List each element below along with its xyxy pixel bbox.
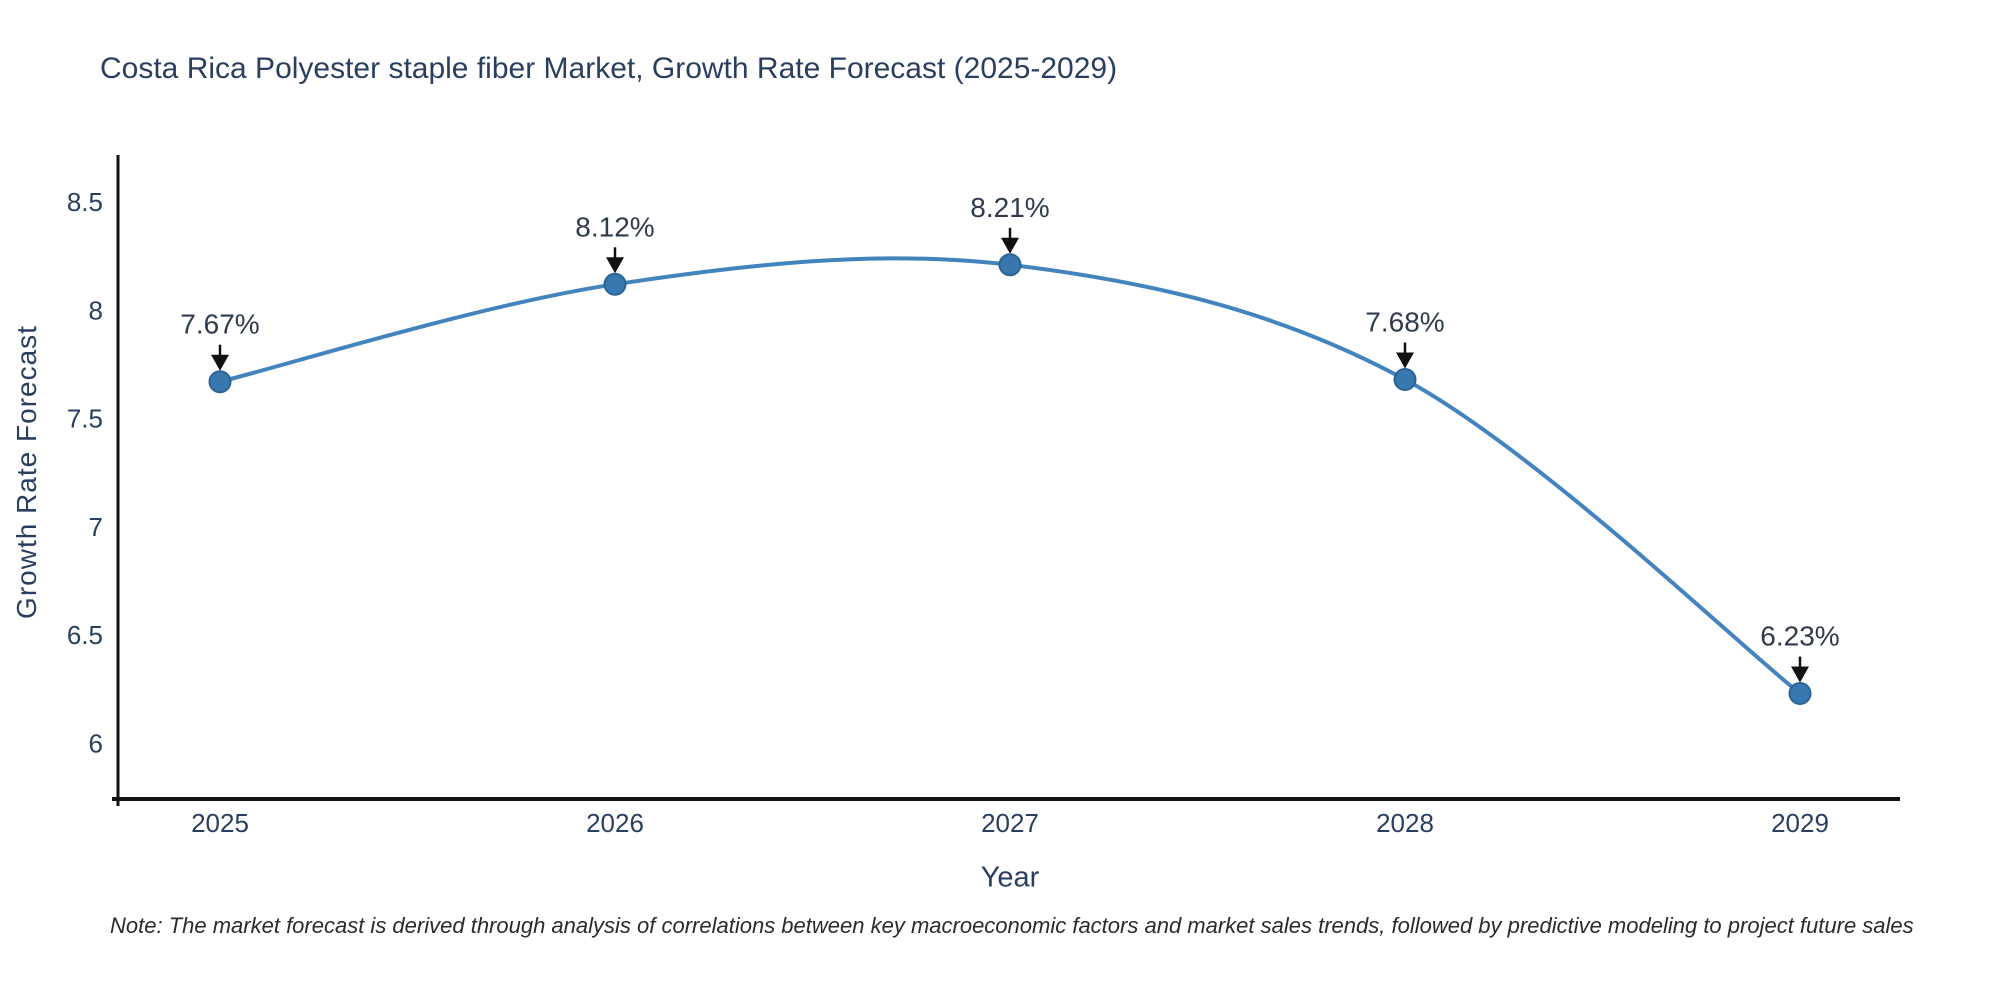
annotation-arrowhead-icon: [1396, 352, 1414, 369]
annotation-arrowhead-icon: [606, 257, 624, 274]
annotation-arrowhead-icon: [211, 354, 229, 371]
annotation-arrowhead-icon: [1001, 237, 1019, 254]
chart-title: Costa Rica Polyester staple fiber Market…: [100, 52, 1118, 85]
point-annotation-label: 7.68%: [1365, 307, 1444, 338]
x-tick-label: 2028: [1376, 808, 1434, 838]
data-point-marker: [208, 370, 232, 394]
point-annotation-label: 7.67%: [180, 309, 259, 340]
y-tick-label: 8: [89, 295, 103, 325]
data-point-marker: [998, 253, 1022, 277]
point-annotation-label: 8.21%: [970, 192, 1049, 223]
y-tick-label: 6.5: [67, 620, 103, 650]
data-point-marker: [1393, 368, 1417, 391]
data-point-marker: [1788, 682, 1812, 705]
x-tick-label: 2029: [1771, 808, 1829, 838]
point-annotation-label: 8.12%: [575, 211, 654, 242]
annotation-arrowhead-icon: [1791, 666, 1809, 683]
y-tick-label: 6: [89, 728, 103, 758]
data-point-marker: [603, 272, 627, 296]
x-axis-title: Year: [980, 861, 1040, 894]
footnote: Note: The market forecast is derived thr…: [110, 913, 1914, 938]
y-tick-label: 8.5: [67, 187, 103, 217]
x-tick-label: 2027: [981, 808, 1039, 838]
forecast-line: [218, 256, 1802, 696]
point-annotation-label: 6.23%: [1760, 621, 1839, 652]
y-tick-label: 7.5: [67, 404, 103, 434]
x-tick-label: 2026: [586, 808, 644, 838]
x-tick-label: 2025: [191, 808, 249, 838]
y-tick-label: 7: [89, 512, 103, 542]
